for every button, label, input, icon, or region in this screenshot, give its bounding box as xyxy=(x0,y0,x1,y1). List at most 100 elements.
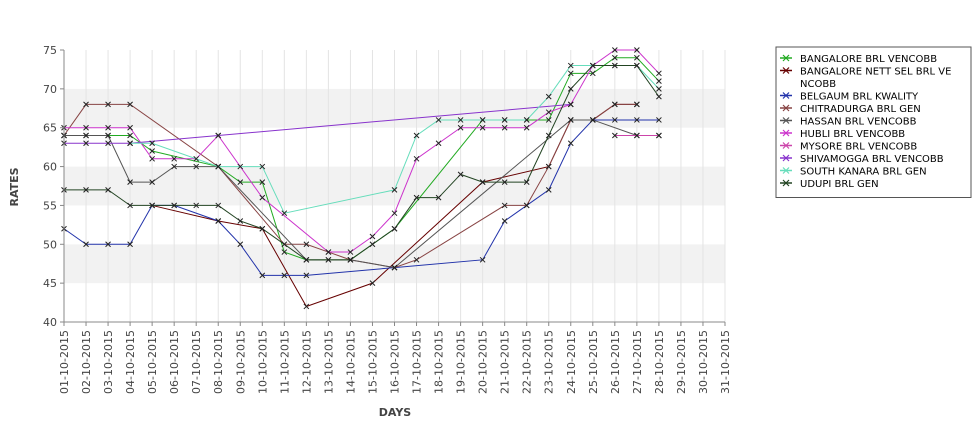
data-point xyxy=(171,155,178,162)
data-point xyxy=(369,280,376,286)
data-point xyxy=(545,117,552,123)
legend-swatch-marker xyxy=(782,179,790,187)
x-tick-label: 12-10-2015 xyxy=(300,330,313,394)
data-point xyxy=(215,218,222,224)
data-point xyxy=(237,241,244,248)
x-tick-label: 27-10-2015 xyxy=(631,330,644,394)
data-point xyxy=(634,101,640,108)
data-point xyxy=(479,256,486,263)
x-tick-label: 02-10-2015 xyxy=(80,330,93,394)
data-point xyxy=(281,249,288,255)
data-point xyxy=(281,210,288,217)
data-point xyxy=(634,132,640,139)
data-point xyxy=(413,256,420,263)
data-point xyxy=(523,179,530,185)
data-point xyxy=(545,109,552,116)
data-point xyxy=(215,163,222,170)
x-tick-label: 25-10-2015 xyxy=(587,330,600,394)
data-point xyxy=(259,272,266,279)
data-point xyxy=(193,163,200,170)
data-point xyxy=(303,272,310,279)
y-tick-label: 65 xyxy=(43,122,57,135)
legend-swatch-marker xyxy=(782,117,790,124)
data-point xyxy=(656,78,662,84)
x-tick-label: 16-10-2015 xyxy=(389,330,402,394)
data-point xyxy=(237,218,244,224)
data-point xyxy=(127,124,133,131)
x-tick-label: 11-10-2015 xyxy=(278,330,291,394)
data-point xyxy=(171,163,178,170)
axes xyxy=(60,49,726,326)
legend: BANGALORE BRL VENCOBB BANGALORE NETT SEL … xyxy=(775,46,972,198)
data-point xyxy=(281,272,288,279)
data-point xyxy=(83,187,89,193)
data-point xyxy=(149,202,155,209)
data-point xyxy=(193,155,200,162)
data-point xyxy=(347,256,354,263)
x-tick-label: 17-10-2015 xyxy=(411,330,424,394)
data-point xyxy=(127,241,133,248)
data-point xyxy=(634,62,640,69)
data-point xyxy=(501,218,508,224)
data-point xyxy=(259,163,266,170)
legend-label: UDUPI BRL GEN xyxy=(800,179,879,190)
data-point xyxy=(325,256,332,263)
data-point xyxy=(105,140,111,147)
data-point xyxy=(656,117,662,123)
legend-swatch-marker xyxy=(782,142,790,149)
legend-swatch-marker xyxy=(782,129,790,137)
data-point xyxy=(589,62,596,69)
data-point xyxy=(413,155,420,162)
y-tick-label: 55 xyxy=(43,199,57,212)
data-point xyxy=(545,93,552,100)
data-point xyxy=(589,70,596,77)
data-point xyxy=(259,225,266,232)
data-point xyxy=(391,210,398,217)
y-axis-title: RATES xyxy=(8,167,21,206)
data-point xyxy=(479,124,486,131)
data-point xyxy=(215,132,222,139)
data-point xyxy=(391,264,398,271)
y-tick-label: 75 xyxy=(43,44,57,57)
data-point xyxy=(127,132,133,139)
y-tick-label: 60 xyxy=(43,161,57,174)
data-point xyxy=(105,132,111,139)
x-tick-label: 08-10-2015 xyxy=(212,330,225,394)
legend-swatch-marker xyxy=(782,104,790,112)
data-point xyxy=(369,241,376,248)
data-point xyxy=(611,47,618,53)
legend-label: NCOBB xyxy=(800,79,836,90)
y-tick-label: 50 xyxy=(43,238,57,251)
x-tick-label: 01-10-2015 xyxy=(58,330,71,394)
data-point xyxy=(501,124,508,131)
data-point xyxy=(523,202,530,209)
legend-label: BANGALORE BRL VENCOBB xyxy=(800,54,937,65)
data-point xyxy=(149,155,155,162)
data-point xyxy=(149,140,155,147)
data-point xyxy=(545,187,552,193)
x-tick-label: 21-10-2015 xyxy=(499,330,512,394)
x-tick-label: 15-10-2015 xyxy=(366,330,379,394)
legend-swatch-marker xyxy=(782,54,790,62)
data-point xyxy=(479,117,486,123)
data-point xyxy=(149,179,155,185)
data-point xyxy=(567,86,574,92)
data-point xyxy=(656,132,662,139)
x-tick-labels: 01-10-2015 02-10-2015 03-10-2015 04-10-2015… xyxy=(58,330,732,394)
legend-swatch-marker xyxy=(782,154,790,162)
data-point xyxy=(457,171,464,178)
data-point xyxy=(215,202,222,209)
data-point xyxy=(435,140,442,147)
x-tick-label: 05-10-2015 xyxy=(146,330,159,394)
x-tick-label: 14-10-2015 xyxy=(344,330,357,394)
data-point xyxy=(501,202,508,209)
x-tick-label: 03-10-2015 xyxy=(102,330,115,394)
legend-label: HUBLI BRL VENCOBB xyxy=(800,129,905,140)
data-point xyxy=(479,179,486,185)
data-point xyxy=(634,54,640,61)
data-point xyxy=(259,194,266,201)
y-tick-labels: 40 45 50 55 60 65 70 75 xyxy=(43,44,57,329)
legend-label: SHIVAMOGGA BRL VENCOBB xyxy=(800,154,944,165)
data-point xyxy=(457,124,464,131)
x-axis-title: DAYS xyxy=(379,406,412,419)
